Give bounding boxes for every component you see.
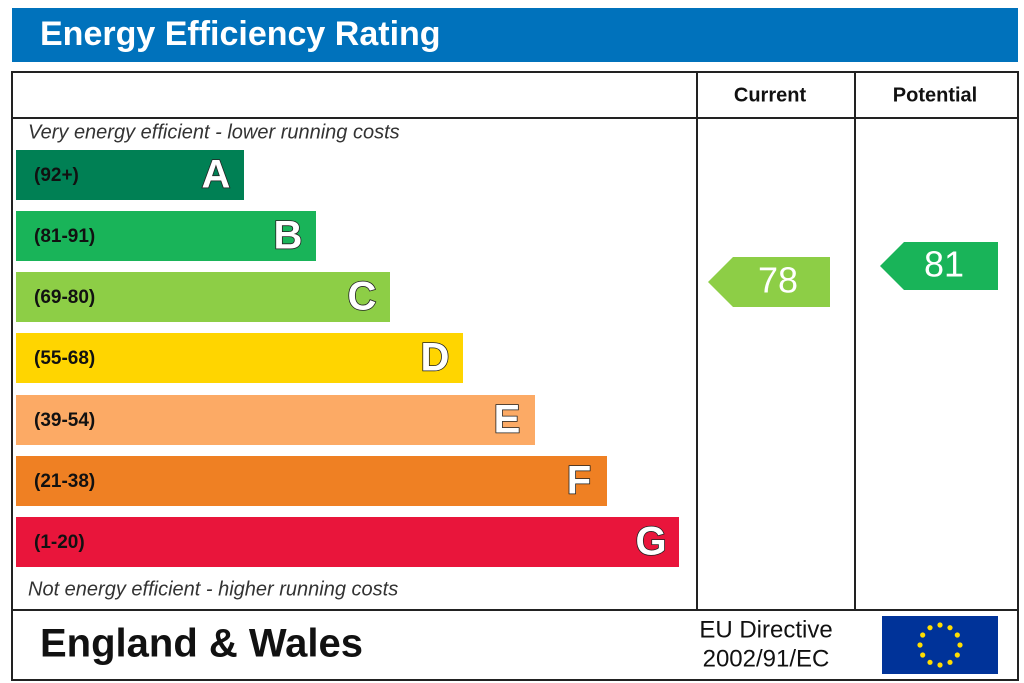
title-bar bbox=[12, 8, 1018, 62]
band-range: (39-54) bbox=[34, 410, 95, 431]
band-range: (21-38) bbox=[34, 471, 95, 492]
band bbox=[16, 456, 607, 506]
star bbox=[954, 652, 960, 658]
bands: (92+) A (81-91) B (69-80) C (55-68) D (39-54) E (2… bbox=[16, 150, 679, 567]
band bbox=[16, 395, 535, 445]
current-arrow bbox=[708, 257, 830, 307]
directive: EU Directive bbox=[699, 616, 832, 643]
band-range: (1-20) bbox=[34, 532, 85, 553]
band-range: (55-68) bbox=[34, 348, 95, 369]
band bbox=[16, 517, 679, 567]
band-letter: D bbox=[421, 336, 450, 380]
directive: 2002/91/EC bbox=[703, 645, 830, 672]
band-letter: B bbox=[274, 214, 303, 258]
star bbox=[947, 659, 953, 665]
band-letter: C bbox=[348, 275, 377, 319]
band-range: (81-91) bbox=[34, 226, 95, 247]
star bbox=[954, 632, 960, 638]
star bbox=[917, 642, 923, 648]
band-letter: E bbox=[494, 398, 521, 442]
star bbox=[947, 625, 953, 631]
band-range: (92+) bbox=[34, 165, 79, 186]
star bbox=[937, 662, 943, 668]
star bbox=[937, 622, 943, 628]
band bbox=[16, 272, 390, 322]
top-note: Very energy efficient - lower running co… bbox=[28, 121, 400, 143]
potential-rating: 81 bbox=[924, 244, 964, 285]
band bbox=[16, 333, 463, 383]
current-rating: 78 bbox=[758, 260, 798, 301]
band-letter: G bbox=[635, 520, 666, 564]
star bbox=[920, 632, 926, 638]
bottom-note: Not energy efficient - higher running co… bbox=[28, 578, 398, 600]
star bbox=[927, 659, 933, 665]
band bbox=[16, 150, 244, 200]
column-header: Potential bbox=[893, 84, 977, 106]
band-letter: F bbox=[567, 459, 591, 503]
column-header: Current bbox=[734, 84, 807, 106]
star bbox=[927, 625, 933, 631]
band bbox=[16, 211, 316, 261]
potential-arrow bbox=[880, 242, 998, 290]
region: England & Wales bbox=[40, 622, 363, 666]
band-letter: A bbox=[202, 153, 231, 197]
title: Energy Efficiency Rating bbox=[40, 15, 441, 53]
star bbox=[920, 652, 926, 658]
eu-stars bbox=[917, 622, 963, 668]
star bbox=[957, 642, 963, 648]
band-range: (69-80) bbox=[34, 287, 95, 308]
frame bbox=[11, 71, 1019, 681]
